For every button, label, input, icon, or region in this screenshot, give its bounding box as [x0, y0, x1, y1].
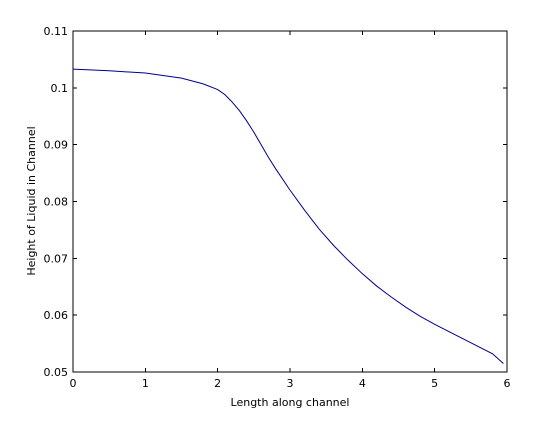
- series-line: [72, 68, 504, 364]
- y-tick-label: 0.08: [44, 196, 69, 209]
- x-axis: 0 1 2 3 4 5 6: [70, 31, 511, 390]
- y-tick-label: 0.1: [51, 82, 69, 95]
- x-tick-label: 1: [142, 377, 149, 390]
- y-tick-label: 0.11: [44, 25, 69, 38]
- y-tick-label: 0.09: [44, 139, 69, 152]
- y-tick-label: 0.05: [44, 366, 69, 379]
- x-axis-label: Length along channel: [231, 396, 350, 409]
- y-tick-label: 0.06: [44, 309, 69, 322]
- series-layer: [72, 68, 504, 364]
- y-axis: 0.05 0.06 0.07 0.08 0.09 0.1 0.11: [44, 25, 507, 379]
- y-axis-label: Height of Liquid in Channel: [25, 126, 38, 275]
- x-tick-label: 3: [287, 377, 294, 390]
- x-tick-label: 0: [70, 377, 77, 390]
- y-tick-label: 0.07: [44, 252, 69, 265]
- x-tick-label: 2: [214, 377, 221, 390]
- plot-area: [73, 31, 507, 372]
- x-tick-label: 6: [504, 377, 511, 390]
- x-tick-label: 4: [359, 377, 366, 390]
- x-tick-label: 5: [431, 377, 438, 390]
